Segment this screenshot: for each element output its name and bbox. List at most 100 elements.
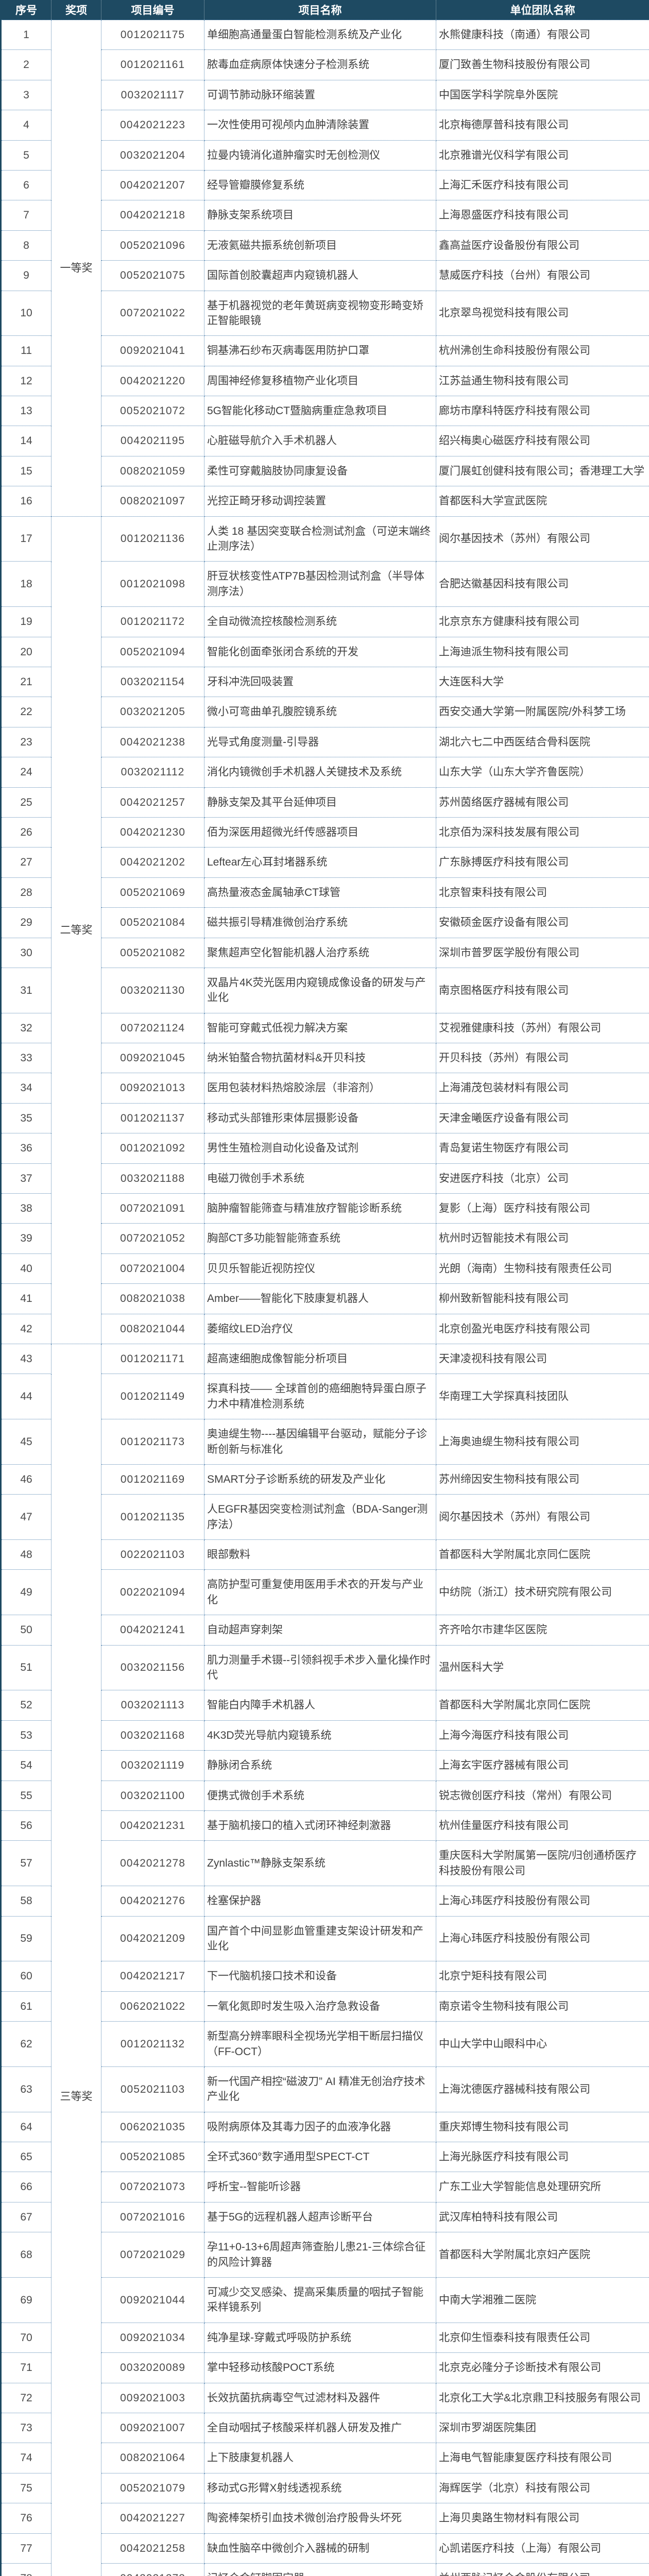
cell-serial-number: 1: [1, 19, 52, 50]
cell-project-name: 静脉支架系统项目: [204, 200, 436, 231]
table-row: 33 0092021045 纳米铂螯合物抗菌材料&开贝科技 开贝科技（苏州）有限…: [1, 1043, 649, 1074]
col-header-award: 奖项: [51, 0, 101, 20]
cell-project-name: 纯净星球-穿戴式呼吸防护系统: [204, 2322, 436, 2353]
cell-project-name: 牙科冲洗回吸装置: [204, 666, 436, 698]
cell-serial-number: 9: [1, 260, 52, 291]
cell-org-name: 安徽硕金医疗设备有限公司: [436, 907, 649, 938]
table-row: 12 0042021220 周围神经修复移植物产业化项目 江苏益通生物科技有限公…: [1, 365, 649, 397]
table-row: 43 三等奖 0012021171 超高速细胞成像智能分析项目 天津凌视科技有限公…: [1, 1343, 649, 2576]
cell-project-code: 0032020089: [101, 2352, 204, 2383]
cell-project-code: 0042021209: [101, 1916, 204, 1962]
table-row: 77 0042021258 缺血性脑卒中微创介入器械的研制 心凯诺医疗科技（上海…: [1, 2533, 649, 2564]
cell-project-code: 0052021084: [101, 907, 204, 938]
table-row: 26 0042021230 佰为深医用超微光纤传感器项目 北京佰为深科技发展有限…: [1, 817, 649, 848]
cell-serial-number: 2: [1, 49, 52, 80]
cell-project-name: 光导式角度测量-引导器: [204, 726, 436, 758]
cell-org-name: 上海玄宇医疗器械有限公司: [436, 1750, 649, 1781]
cell-serial-number: 23: [1, 726, 52, 758]
cell-project-code: 0012021149: [101, 1374, 204, 1420]
cell-project-code: 0092021007: [101, 2412, 204, 2444]
cell-org-name: 北京智束科技有限公司: [436, 877, 649, 908]
cell-org-name: 锐志微创医疗科技（常州）有限公司: [436, 1780, 649, 1811]
table-header: 序号 奖项 项目编号 项目名称 单位团队名称: [1, 0, 649, 20]
cell-project-code: 0072021091: [101, 1193, 204, 1224]
cell-project-name: 一次性使用可视颅内血肿清除装置: [204, 110, 436, 141]
table-row: 73 0092021007 全自动咽拭子核酸采样机器人研发及推广 深圳市罗湖医院…: [1, 2412, 649, 2444]
cell-project-name: 电磁刀微创手术系统: [204, 1163, 436, 1194]
cell-org-name: 北京雅谱光仪科学有限公司: [436, 140, 649, 171]
table-row: 63 0052021103 新一代国产相控“磁波刀” AI 精准无创治疗技术产业…: [1, 2066, 649, 2112]
cell-serial-number: 11: [1, 335, 52, 366]
cell-serial-number: 39: [1, 1223, 52, 1254]
cell-serial-number: 5: [1, 140, 52, 171]
cell-award-group: 一等奖: [51, 20, 101, 517]
cell-project-code: 0012021172: [101, 606, 204, 637]
header-row: 序号 奖项 项目编号 项目名称 单位团队名称: [1, 0, 649, 20]
cell-project-code: 0012021132: [101, 2021, 204, 2067]
cell-project-code: 0012021136: [101, 516, 204, 562]
cell-serial-number: 27: [1, 847, 52, 878]
cell-project-code: 0032021156: [101, 1645, 204, 1691]
cell-project-name: 光控正畸牙移动调控装置: [204, 486, 436, 517]
cell-serial-number: 54: [1, 1750, 52, 1781]
cell-project-code: 0072021004: [101, 1253, 204, 1284]
cell-project-name: 脓毒血症病原体快速分子检测系统: [204, 49, 436, 80]
cell-project-name: 国际首创胶囊超声内窥镜机器人: [204, 260, 436, 291]
cell-project-name: 栓塞保护器: [204, 1886, 436, 1917]
table-row: 56 0042021231 基于脑机接口的植入式闭环神经刺激器 杭州佳量医疗科技…: [1, 1810, 649, 1841]
cell-org-name: 齐齐哈尔市建华区医院: [436, 1615, 649, 1646]
table-row: 1 一等奖 0012021175 单细胞高通量蛋白智能检测系统及产业化 水熊健康科…: [1, 19, 649, 517]
cell-project-code: 0052021069: [101, 877, 204, 908]
cell-org-name: 鑫高益医疗设备股份有限公司: [436, 230, 649, 261]
cell-project-name: 缺血性脑卒中微创介入器械的研制: [204, 2533, 436, 2564]
cell-project-name: 心脏磁导航介入手术机器人: [204, 426, 436, 456]
cell-serial-number: 21: [1, 666, 52, 698]
cell-project-name: 长效抗菌抗病毒空气过滤材料及器件: [204, 2382, 436, 2413]
cell-serial-number: 28: [1, 877, 52, 908]
cell-serial-number: 69: [1, 2277, 52, 2323]
cell-project-name: 吸附病原体及其毒力因子的血液净化器: [204, 2111, 436, 2143]
cell-org-name: 海辉医学（北京）科技有限公司: [436, 2472, 649, 2504]
cell-project-code: 0072021029: [101, 2232, 204, 2278]
cell-project-name: 智能白内障手术机器人: [204, 1690, 436, 1721]
cell-project-code: 0082021059: [101, 455, 204, 487]
cell-org-name: 艾视雅健康科技（苏州）有限公司: [436, 1012, 649, 1044]
table-row: 3 0032021117 可调节肺动脉环缩装置 中国医学科学院阜外医院: [1, 79, 649, 111]
cell-serial-number: 8: [1, 230, 52, 261]
cell-project-name: 记忆合金钉脚固定器: [204, 2563, 436, 2576]
cell-award-group: 二等奖: [51, 516, 101, 1344]
cell-org-name: 阅尔基因技术（苏州）有限公司: [436, 516, 649, 562]
cell-org-name: 北京宁矩科技有限公司: [436, 1961, 649, 1992]
cell-project-code: 0062021035: [101, 2111, 204, 2143]
cell-project-name: 贝贝乐智能近视防控仪: [204, 1253, 436, 1284]
cell-project-name: 微小可弯曲单孔腹腔镜系统: [204, 697, 436, 727]
cell-org-name: 中南大学湘雅二医院: [436, 2277, 649, 2323]
cell-org-name: 水熊健康科技（南通）有限公司: [436, 19, 649, 50]
cell-org-name: 西安交通大学第一附属医院/外科梦工场: [436, 697, 649, 727]
cell-serial-number: 13: [1, 396, 52, 427]
cell-org-name: 苏州茵络医疗器械有限公司: [436, 787, 649, 818]
table-row: 60 0042021217 下一代脑机接口技术和设备 北京宁矩科技有限公司: [1, 1961, 649, 1992]
cell-serial-number: 25: [1, 787, 52, 818]
table-row: 9 0052021075 国际首创胶囊超声内窥镜机器人 慧威医疗科技（台州）有限…: [1, 260, 649, 291]
cell-project-name: 4K3D荧光导航内窥镜系统: [204, 1720, 436, 1751]
table-row: 32 0072021124 智能可穿戴式低视力解决方案 艾视雅健康科技（苏州）有…: [1, 1012, 649, 1044]
col-header-project-name: 项目名称: [204, 0, 436, 20]
cell-org-name: 首都医科大学附属北京同仁医院: [436, 1690, 649, 1721]
cell-serial-number: 36: [1, 1133, 52, 1164]
table-row: 34 0092021013 医用包装材料热熔胶涂层（非溶剂） 上海浦茂包装材料有…: [1, 1073, 649, 1104]
table-row: 51 0032021156 肌力测量手术镊--引领斜视手术步入量化操作时代 温州…: [1, 1645, 649, 1691]
cell-project-code: 0042021257: [101, 787, 204, 818]
cell-project-name: 自动超声穿刺架: [204, 1615, 436, 1646]
table-row: 44 0012021149 探真科技—— 全球首创的癌细胞特异蛋白原子力术中精准…: [1, 1374, 649, 1420]
table-row: 27 0042021202 Leftear左心耳封堵器系统 广东脉搏医疗科技有限…: [1, 847, 649, 878]
cell-project-code: 0062021022: [101, 1991, 204, 2022]
cell-serial-number: 24: [1, 757, 52, 788]
cell-org-name: 上海今海医疗科技有限公司: [436, 1720, 649, 1751]
table-row: 36 0012021092 男性生殖检测自动化设备及试剂 青岛复诺生物医疗有限公…: [1, 1133, 649, 1164]
cell-org-name: 北京创盈光电医疗科技有限公司: [436, 1313, 649, 1344]
cell-project-name: 静脉支架及其平台延伸项目: [204, 787, 436, 818]
cell-project-code: 0042021223: [101, 110, 204, 141]
cell-project-name: 医用包装材料热熔胶涂层（非溶剂）: [204, 1073, 436, 1104]
cell-serial-number: 45: [1, 1419, 52, 1465]
